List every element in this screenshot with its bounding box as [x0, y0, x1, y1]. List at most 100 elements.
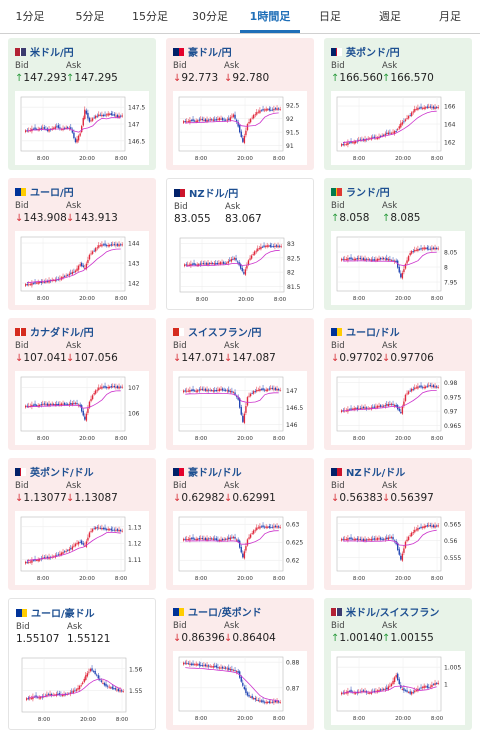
- rate-card[interactable]: 米ドル/円 Bid Ask ↑147.293 ↑147.295 147.5 147 146.5…: [8, 38, 156, 170]
- mini-chart[interactable]: 1.005 1 8:00 20:00 8:00: [331, 651, 465, 725]
- candle-body: [232, 392, 235, 394]
- candle-body: [429, 248, 432, 250]
- candle-body: [242, 415, 244, 422]
- candle-body: [46, 280, 49, 283]
- candle-body: [207, 665, 210, 667]
- rate-card[interactable]: 米ドル/スイスフラン Bid Ask ↑1.00140 ↑1.00155 1.005 1 8:…: [324, 598, 472, 730]
- rate-card[interactable]: NZドル/円 Bid Ask 83.055 83.067 83 82.5 82 81.5 8:00…: [166, 178, 314, 310]
- pair-title[interactable]: ユーロ/円: [15, 184, 74, 199]
- x-tick-label: 20:00: [395, 436, 411, 442]
- candle-body: [190, 538, 193, 540]
- mini-chart[interactable]: 166 164 162 8:00 20:00 8:00: [331, 91, 465, 165]
- candle-body: [88, 671, 90, 673]
- candle-body: [91, 395, 94, 400]
- pair-title[interactable]: ランド/円: [331, 184, 390, 199]
- rate-card[interactable]: ユーロ/ドル Bid Ask ↓0.97702 ↓0.97706 0.98 0.975 0.9…: [324, 318, 472, 450]
- candle-body: [229, 537, 232, 540]
- mini-chart[interactable]: 147 146.5 146 8:00 20:00 8:00: [173, 371, 307, 445]
- candle-body: [70, 548, 72, 550]
- candle-body: [376, 537, 379, 540]
- arrow-down-icon: ↓: [173, 633, 182, 644]
- bid-label: Bid: [331, 61, 345, 71]
- candle-body: [92, 670, 95, 672]
- pair-title[interactable]: 英ポンド/円: [331, 44, 400, 59]
- x-tick-label: 8:00: [353, 156, 366, 162]
- pair-title[interactable]: ユーロ/ドル: [331, 324, 400, 339]
- candle-body: [278, 245, 281, 247]
- mini-chart[interactable]: 1.56 1.55 8:00 20:00 8:00: [16, 652, 150, 726]
- pair-title[interactable]: 豪ドル/ドル: [173, 464, 242, 479]
- mini-chart[interactable]: 1.13 1.12 1.11 8:00 20:00 8:00: [15, 511, 149, 585]
- candle-body: [215, 263, 217, 265]
- mini-chart[interactable]: 0.98 0.975 0.97 0.965 8:00 20:00 8:00: [331, 371, 465, 445]
- pair-title[interactable]: スイスフラン/円: [173, 324, 261, 339]
- candle-body: [245, 546, 247, 551]
- candle-body: [28, 284, 30, 286]
- mini-chart[interactable]: 0.63 0.625 0.62 8:00 20:00 8:00: [173, 511, 307, 585]
- candle-body: [100, 680, 103, 682]
- pair-title[interactable]: 米ドル/円: [15, 44, 74, 59]
- plot-frame: [178, 516, 284, 572]
- bid-value: ↑166.560: [331, 72, 383, 84]
- mini-chart[interactable]: 147.5 147 146.5 8:00 20:00 8:00: [15, 91, 149, 165]
- rate-card[interactable]: 英ポンド/円 Bid Ask ↑166.560 ↑166.570 166 164 162 8:0…: [324, 38, 472, 170]
- ask-text: 92.780: [232, 72, 270, 84]
- candle-body: [101, 114, 103, 117]
- candle-body: [395, 404, 397, 407]
- ask-value: ↑166.570: [382, 72, 434, 84]
- pair-title[interactable]: NZドル/ドル: [331, 464, 405, 479]
- tab-4[interactable]: 1時間足: [240, 0, 300, 33]
- candle-body: [256, 389, 258, 392]
- mini-chart[interactable]: 83 82.5 82 81.5 8:00 20:00 8:00: [174, 232, 308, 306]
- mini-chart[interactable]: 107 106 8:00 20:00 8:00: [15, 371, 149, 445]
- pair-title[interactable]: 米ドル/スイスフラン: [331, 604, 439, 619]
- tab-2[interactable]: 15分足: [132, 10, 168, 23]
- bid-label: Bid: [15, 481, 29, 491]
- tab-0[interactable]: 1分足: [15, 10, 45, 23]
- tab-6[interactable]: 週足: [379, 10, 401, 23]
- mini-chart[interactable]: 8.05 8 7.95 8:00 20:00 8:00: [331, 231, 465, 305]
- pair-title[interactable]: カナダドル/円: [15, 324, 94, 339]
- candle-body: [417, 386, 419, 389]
- candle-body: [245, 130, 247, 136]
- mini-chart[interactable]: 92.5 92 91.5 91 8:00 20:00 8:00: [173, 91, 307, 165]
- candle-body: [218, 539, 221, 542]
- rate-card[interactable]: 豪ドル/円 Bid Ask ↓92.773 ↓92.780 92.5 92 91.5 91 8:0…: [166, 38, 314, 170]
- tab-7[interactable]: 月足: [439, 10, 461, 23]
- pair-title[interactable]: 豪ドル/円: [173, 44, 232, 59]
- moving-average-line: [185, 392, 279, 403]
- pair-title[interactable]: ユーロ/豪ドル: [16, 605, 95, 620]
- rate-card[interactable]: スイスフラン/円 Bid Ask ↓147.071 ↓147.087 147 146.5 14…: [166, 318, 314, 450]
- moving-average-line: [185, 530, 279, 545]
- mini-chart[interactable]: 144 143 142 8:00 20:00 8:00: [15, 231, 149, 305]
- candle-body: [432, 385, 435, 388]
- rate-card[interactable]: カナダドル/円 Bid Ask ↓107.041 ↓107.056 107 106 8:00 2…: [8, 318, 156, 450]
- candle-body: [373, 406, 376, 408]
- rate-card[interactable]: ユーロ/豪ドル Bid Ask 1.55107 1.55121 1.56 1.55 8:00 2…: [8, 598, 156, 730]
- candle-body: [68, 549, 70, 551]
- pair-title[interactable]: 英ポンド/ドル: [15, 464, 94, 479]
- tab-5[interactable]: 日足: [319, 10, 341, 23]
- candle-body: [54, 279, 56, 282]
- tab-1[interactable]: 5分足: [75, 10, 105, 23]
- candle-body: [211, 666, 213, 668]
- candle-body: [263, 245, 265, 247]
- tab-3[interactable]: 30分足: [192, 10, 228, 23]
- candle-body: [223, 539, 225, 541]
- rate-card[interactable]: ユーロ/英ポンド Bid Ask ↓0.86396 ↓0.86404 0.88 0.87 8:…: [166, 598, 314, 730]
- rate-card[interactable]: 豪ドル/ドル Bid Ask ↓0.62982 ↓0.62991 0.63 0.625 0.6…: [166, 458, 314, 590]
- mini-chart[interactable]: 0.88 0.87 8:00 20:00 8:00: [173, 651, 307, 725]
- candle-body: [101, 244, 103, 247]
- candle-body: [28, 562, 30, 563]
- candle-body: [351, 258, 354, 260]
- pair-title[interactable]: NZドル/円: [174, 185, 238, 200]
- candle-body: [406, 690, 408, 692]
- rate-card[interactable]: NZドル/ドル Bid Ask ↓0.56383 ↓0.56397 0.565 0.56 0.…: [324, 458, 472, 590]
- rate-card[interactable]: 英ポンド/ドル Bid Ask ↓1.13077 ↓1.13087 1.13 1.12 1.1…: [8, 458, 156, 590]
- rate-card[interactable]: ランド/円 Bid Ask ↑8.058 ↑8.085 8.05 8 7.95 8:00 20:0…: [324, 178, 472, 310]
- candle-body: [372, 259, 374, 261]
- pair-title[interactable]: ユーロ/英ポンド: [173, 604, 262, 619]
- mini-chart[interactable]: 0.565 0.56 0.555 8:00 20:00 8:00: [331, 511, 465, 585]
- rate-card[interactable]: ユーロ/円 Bid Ask ↓143.908 ↓143.913 144 143 142 8:00…: [8, 178, 156, 310]
- candle-body: [262, 109, 264, 111]
